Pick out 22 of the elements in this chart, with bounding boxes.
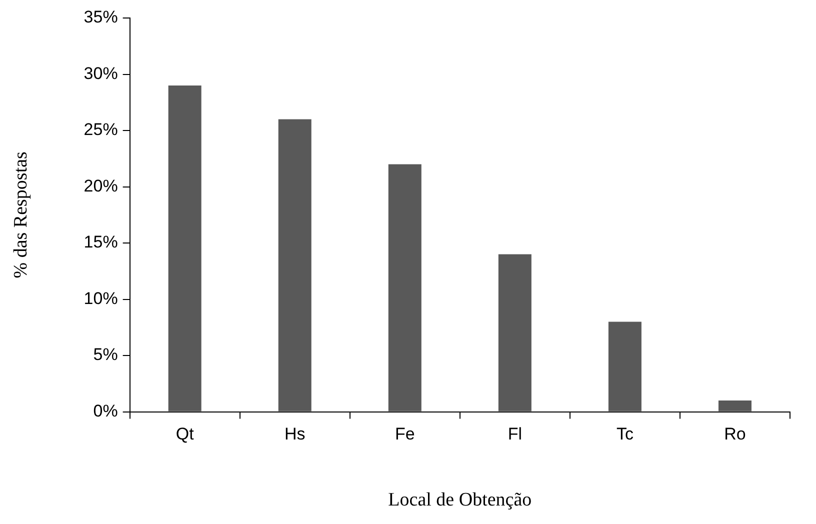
y-tick-label: 25% — [84, 120, 118, 140]
x-tick-label: Ro — [724, 424, 746, 444]
y-tick-label: 15% — [84, 232, 118, 252]
x-tick-label: Tc — [616, 424, 634, 444]
x-tick-label: Qt — [176, 424, 194, 444]
y-tick-label: 10% — [84, 288, 118, 308]
y-tick-label: 20% — [84, 176, 118, 196]
y-tick-label: 0% — [93, 401, 118, 420]
x-tick-label: Fl — [508, 424, 522, 444]
y-axis-title: % das Respostas — [10, 152, 32, 278]
bar — [168, 86, 202, 412]
y-tick-label: 5% — [93, 345, 118, 364]
bar — [278, 119, 312, 412]
x-axis-title: Local de Obtenção — [388, 490, 532, 511]
x-tick-label: Hs — [284, 424, 306, 444]
bar — [498, 254, 532, 412]
y-tick-label: 35% — [84, 8, 118, 27]
x-tick-label: Fe — [394, 424, 415, 444]
bar — [608, 322, 642, 412]
bar — [388, 164, 422, 412]
bar — [718, 400, 752, 412]
y-tick-label: 30% — [84, 64, 118, 83]
